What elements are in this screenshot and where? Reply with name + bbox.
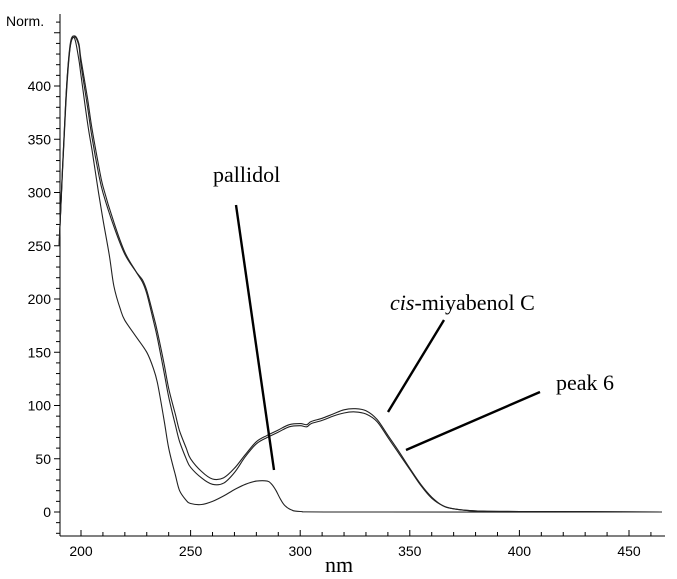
x-axis-label: nm: [325, 552, 353, 577]
y-tick-label: 200: [28, 291, 52, 307]
x-tick-label: 250: [179, 543, 203, 559]
series-line-peak-6: [58, 35, 662, 513]
x-axis: 200 250 300 350 400 450: [60, 530, 665, 559]
annotation-leader-line: [405, 390, 541, 452]
annotation-leader-line: [386, 319, 446, 413]
annotation-peak-6: peak 6: [556, 370, 614, 395]
y-tick-label: 400: [28, 78, 52, 94]
x-tick-label: 350: [398, 543, 422, 559]
y-tick-label: 250: [28, 238, 52, 254]
annotation-lines: [234, 204, 541, 471]
y-tick-label: 50: [35, 451, 51, 467]
series-line-pallidol: [58, 36, 662, 513]
miyabenol-suffix: -miyabenol C: [414, 290, 534, 315]
y-tick-label: 300: [28, 185, 52, 201]
x-tick-label: 400: [508, 543, 532, 559]
annotation-pallidol: pallidol: [213, 162, 280, 187]
y-tick-label: 100: [28, 398, 52, 414]
x-tick-label: 200: [69, 543, 93, 559]
y-tick-label: 150: [28, 344, 52, 360]
y-axis: 0 50 100 150 200 250 300 350 400: [28, 14, 61, 536]
y-tick-label: 0: [43, 504, 51, 520]
x-tick-label: 300: [289, 543, 313, 559]
y-tick-label: 350: [28, 131, 52, 147]
y-axis-label: Norm.: [6, 13, 44, 29]
series-line-cis-miyabenol-c: [58, 36, 662, 513]
x-tick-label: 450: [617, 543, 641, 559]
annotation-cis-miyabenol-c: cis-miyabenol C: [390, 290, 535, 315]
series-layer: [58, 35, 662, 513]
cis-prefix: cis: [390, 290, 414, 315]
annotation-leader-line: [234, 204, 276, 471]
